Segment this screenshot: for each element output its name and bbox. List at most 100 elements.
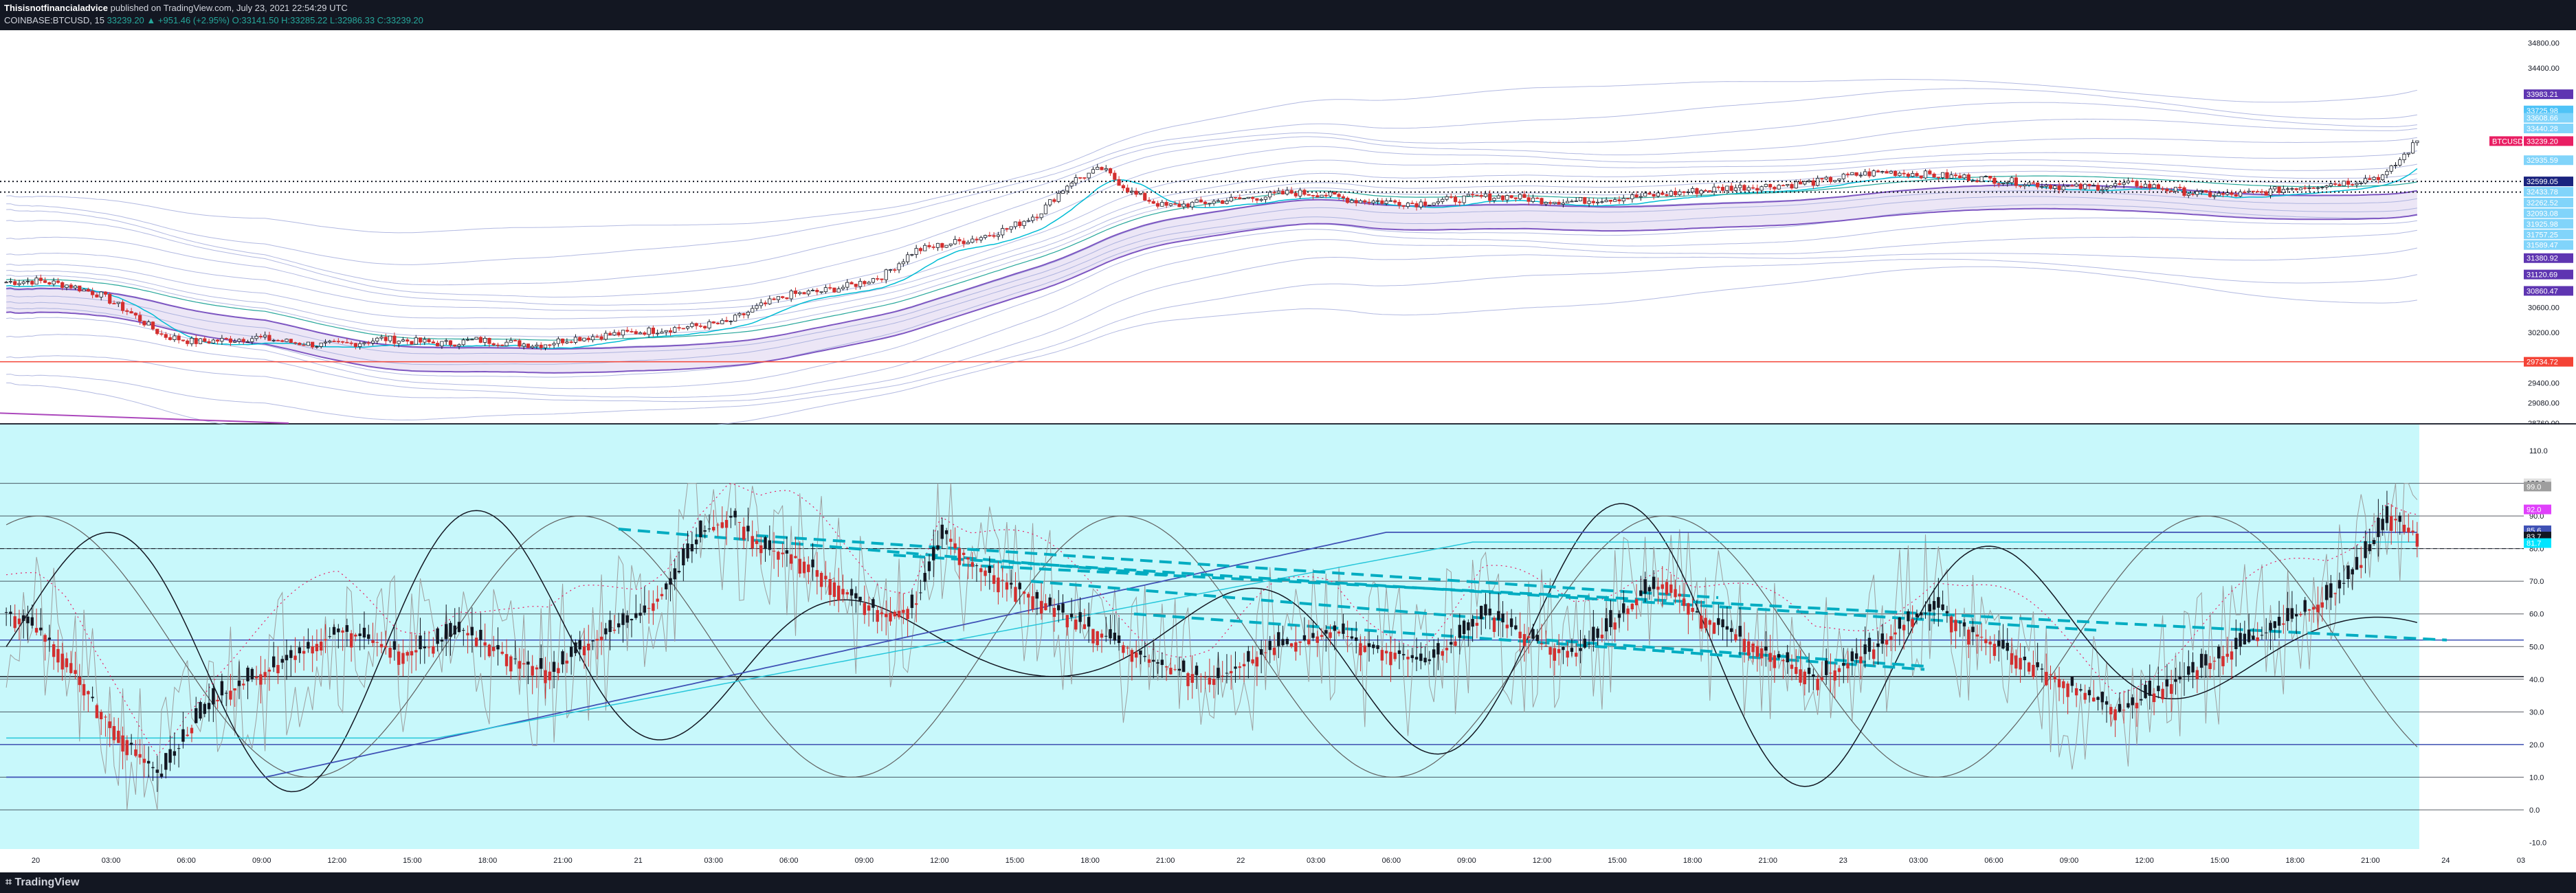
time-axis[interactable]: 20 03:00 06:00 09:00 12:00 15:00 18:00 21:00 21 0… xyxy=(0,849,2576,872)
osc-candle xyxy=(337,629,340,633)
osc-value-label: 81.7 xyxy=(2524,538,2551,548)
price-candle xyxy=(1906,173,1911,177)
osc-candle xyxy=(2252,635,2255,640)
osc-candle xyxy=(1613,622,1617,630)
price-candle xyxy=(1285,190,1289,194)
price-candle xyxy=(1893,170,1898,177)
price-candle xyxy=(2225,192,2230,195)
chart-canvas[interactable]: 34800.00 34400.00 30600.00 30200.00 29400.00… xyxy=(0,30,2576,872)
time-tick-label: 12:00 xyxy=(930,857,949,865)
time-tick-label: 21:00 xyxy=(2361,857,2380,865)
osc-candle xyxy=(1380,650,1384,661)
osc-candle xyxy=(2135,703,2139,709)
osc-candle xyxy=(1182,660,1186,672)
price-candle xyxy=(2135,181,2139,187)
osc-candle xyxy=(1234,666,1237,669)
osc-candle xyxy=(1285,639,1289,644)
osc-candle xyxy=(1885,640,1889,645)
osc-trendline xyxy=(618,528,1169,576)
osc-candle xyxy=(2062,681,2065,688)
price-candle xyxy=(2122,182,2126,185)
osc-candle xyxy=(2074,688,2078,696)
osc-candle xyxy=(151,767,155,769)
price-candle xyxy=(1160,202,1164,207)
osc-candle xyxy=(1052,608,1056,617)
osc-candle xyxy=(815,569,819,577)
price-pane[interactable]: 34800.00 34400.00 30600.00 30200.00 29400.00… xyxy=(0,30,2576,453)
osc-candle xyxy=(1975,634,1979,637)
price-label: 29734.72 xyxy=(2524,357,2573,367)
osc-candle xyxy=(1962,622,1966,626)
ohlc-values: O:33141.50 H:33285.22 L:32986.33 C:33239… xyxy=(232,15,423,25)
price-candle xyxy=(673,327,677,333)
osc-candle xyxy=(1945,611,1949,613)
price-candle xyxy=(34,278,38,285)
price-candle xyxy=(1143,192,1147,201)
price-candle xyxy=(108,294,112,304)
price-candle xyxy=(962,240,966,245)
price-candle xyxy=(298,343,302,346)
osc-candle xyxy=(867,605,871,611)
price-candle xyxy=(2178,187,2182,188)
price-candle xyxy=(1540,198,1544,205)
long-ma-line xyxy=(0,412,289,424)
envelope-band-line xyxy=(6,137,2417,306)
price-candle xyxy=(1608,199,1613,202)
osc-candle xyxy=(1643,579,1647,594)
price-candle xyxy=(2298,188,2303,190)
price-candle xyxy=(47,282,52,285)
price-candle xyxy=(975,238,979,240)
osc-candle xyxy=(1522,634,1526,646)
osc-candle xyxy=(1014,587,1017,602)
price-candle xyxy=(1617,199,1621,202)
osc-candle xyxy=(1721,619,1724,628)
price-candle xyxy=(95,294,99,297)
price-candle xyxy=(944,245,948,248)
osc-candle xyxy=(345,625,349,632)
price-candle xyxy=(2152,184,2156,188)
price-candle xyxy=(2230,192,2234,195)
price-candle xyxy=(1526,197,1531,202)
osc-candle xyxy=(349,633,353,648)
osc-candle xyxy=(285,655,289,661)
price-candle xyxy=(2053,185,2057,189)
price-candle xyxy=(1117,179,1121,186)
oscillator-pane[interactable]: 110.0100.090.080.070.060.050.040.030.020… xyxy=(0,425,2576,849)
osc-candle xyxy=(1717,618,1720,625)
osc-candle xyxy=(87,691,90,694)
osc-candle xyxy=(1579,648,1582,651)
price-candle xyxy=(707,321,711,328)
osc-candle xyxy=(56,648,60,663)
price-candle xyxy=(345,341,349,343)
price-candle xyxy=(1755,188,1759,191)
osc-candle xyxy=(552,662,556,672)
osc-candle xyxy=(436,628,439,644)
price-candle xyxy=(388,335,392,341)
price-label: 32262.52 xyxy=(2524,197,2573,207)
price-candle xyxy=(4,282,8,284)
osc-candle xyxy=(540,658,543,669)
osc-trendline xyxy=(893,554,2097,632)
price-candle xyxy=(1850,172,1854,175)
time-tick-label: 03:00 xyxy=(102,857,121,865)
price-candle xyxy=(2048,185,2053,189)
osc-candle xyxy=(1018,583,1021,589)
price-candle xyxy=(1699,190,1703,194)
price-candle xyxy=(1289,190,1293,194)
time-tick-label: 21:00 xyxy=(553,857,573,865)
osc-candle xyxy=(2355,556,2359,570)
price-candle xyxy=(2333,183,2338,185)
osc-candle xyxy=(328,636,331,637)
osc-candle xyxy=(712,527,715,531)
price-candle xyxy=(2018,185,2023,187)
osc-candle xyxy=(379,644,384,648)
tradingview-logo[interactable]: ⌗ TradingView xyxy=(5,877,79,889)
price-candle xyxy=(1100,167,1104,170)
price-candle xyxy=(1328,192,1333,196)
author-name[interactable]: Thisisnotfinancialadvice xyxy=(4,3,108,13)
price-candle xyxy=(1087,172,1091,179)
osc-candle xyxy=(1350,636,1354,639)
price-candle xyxy=(1126,188,1130,192)
osc-candle xyxy=(2010,653,2014,665)
price-tick-label: 34400.00 xyxy=(2528,65,2560,73)
